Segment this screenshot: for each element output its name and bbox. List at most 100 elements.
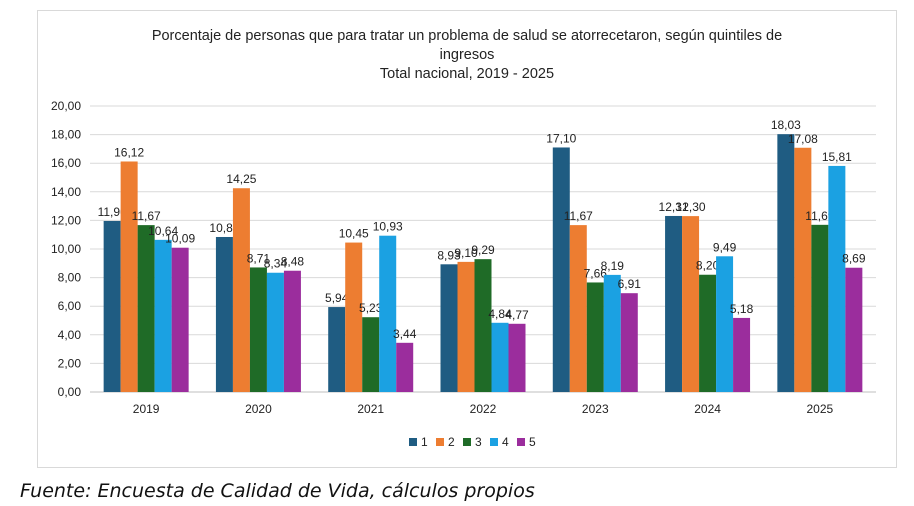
data-label: 10,64 [148, 224, 178, 238]
bar [733, 317, 751, 392]
data-label: 8,48 [281, 255, 305, 269]
bar [328, 307, 346, 392]
data-label: 5,18 [730, 302, 754, 316]
y-tick-label: 4,00 [58, 328, 82, 342]
legend-swatch [436, 438, 444, 446]
bar [569, 225, 587, 392]
data-label: 17,10 [546, 131, 576, 145]
data-label: 8,93 [437, 248, 461, 262]
data-label: 10,45 [339, 227, 369, 241]
data-label: 8,34 [264, 257, 288, 271]
x-tick-label: 2020 [245, 402, 272, 416]
legend-label: 2 [448, 435, 455, 449]
bar [120, 161, 138, 392]
data-label: 7,66 [584, 266, 608, 280]
data-label: 9,49 [713, 240, 737, 254]
y-tick-label: 16,00 [51, 156, 81, 170]
data-label: 4,77 [505, 308, 529, 322]
legend-label: 1 [421, 435, 428, 449]
bar [396, 342, 414, 392]
data-label: 17,08 [788, 132, 818, 146]
bar [828, 165, 846, 392]
data-label: 14,25 [226, 172, 256, 186]
data-label: 11,69 [805, 209, 834, 223]
data-label: 10,93 [373, 220, 403, 234]
y-tick-label: 10,00 [51, 242, 81, 256]
bar [699, 274, 717, 392]
bar [232, 188, 250, 392]
data-label: 5,94 [325, 291, 349, 305]
bar [474, 259, 492, 392]
data-label: 18,03 [771, 118, 801, 132]
bar [603, 274, 621, 392]
data-label: 9,10 [454, 246, 478, 260]
x-tick-label: 2024 [694, 402, 721, 416]
bar [682, 216, 700, 392]
data-label: 11,96 [98, 205, 127, 219]
legend-swatch [517, 438, 525, 446]
data-label: 4,84 [488, 307, 512, 321]
data-label: 8,69 [842, 252, 866, 266]
bar [508, 323, 526, 392]
y-tick-label: 18,00 [51, 128, 81, 142]
y-tick-label: 6,00 [58, 299, 82, 313]
source-note: Fuente: Encuesta de Calidad de Vida, cál… [20, 480, 535, 502]
legend-label: 5 [529, 435, 536, 449]
data-label: 15,81 [822, 150, 852, 164]
bar [171, 247, 189, 392]
bar [586, 282, 604, 392]
data-label: 12,30 [676, 200, 706, 214]
y-tick-label: 8,00 [58, 271, 82, 285]
data-label: 9,29 [471, 243, 495, 257]
x-tick-label: 2025 [807, 402, 834, 416]
data-label: 10,09 [165, 232, 195, 246]
legend-label: 4 [502, 435, 509, 449]
x-tick-label: 2021 [357, 402, 384, 416]
y-tick-label: 0,00 [58, 385, 82, 399]
bar [665, 215, 683, 392]
data-label: 3,44 [393, 327, 417, 341]
bar [345, 242, 363, 392]
legend-swatch [463, 438, 471, 446]
chart-title-line: Porcentaje de personas que para tratar u… [151, 28, 783, 44]
bar [266, 272, 284, 392]
bar [215, 236, 233, 392]
legend-swatch [490, 438, 498, 446]
legend-label: 3 [475, 435, 482, 449]
data-label: 12,31 [659, 200, 689, 214]
data-label: 8,19 [601, 259, 625, 273]
y-tick-label: 14,00 [51, 185, 81, 199]
data-label: 11,67 [132, 209, 161, 223]
bar [777, 134, 795, 392]
bar [457, 261, 475, 392]
y-tick-label: 12,00 [51, 213, 81, 227]
legend-swatch [409, 438, 417, 446]
bar [362, 317, 380, 392]
data-label: 11,67 [564, 209, 593, 223]
bar [552, 147, 570, 392]
bar [103, 220, 121, 392]
data-label: 10,84 [209, 221, 239, 235]
y-tick-label: 20,00 [51, 99, 81, 113]
chart-title-line: Total nacional, 2019 - 2025 [379, 66, 555, 82]
bar [620, 293, 638, 392]
chart-title: Porcentaje de personas que para tratar u… [38, 27, 896, 84]
bar [845, 267, 863, 392]
bar [283, 270, 301, 392]
bar [137, 225, 155, 392]
data-label: 16,12 [114, 145, 144, 159]
data-label: 6,91 [618, 277, 642, 291]
chart-title-line: ingresos [439, 47, 495, 63]
bar [716, 256, 734, 392]
bar [440, 264, 458, 392]
x-tick-label: 2023 [582, 402, 609, 416]
data-label: 8,71 [247, 251, 271, 265]
bar [154, 239, 172, 392]
data-label: 8,20 [696, 259, 720, 273]
y-tick-label: 2,00 [58, 356, 82, 370]
bar [249, 267, 267, 392]
data-label: 5,23 [359, 301, 383, 315]
bar [379, 235, 397, 392]
bar [811, 224, 829, 392]
